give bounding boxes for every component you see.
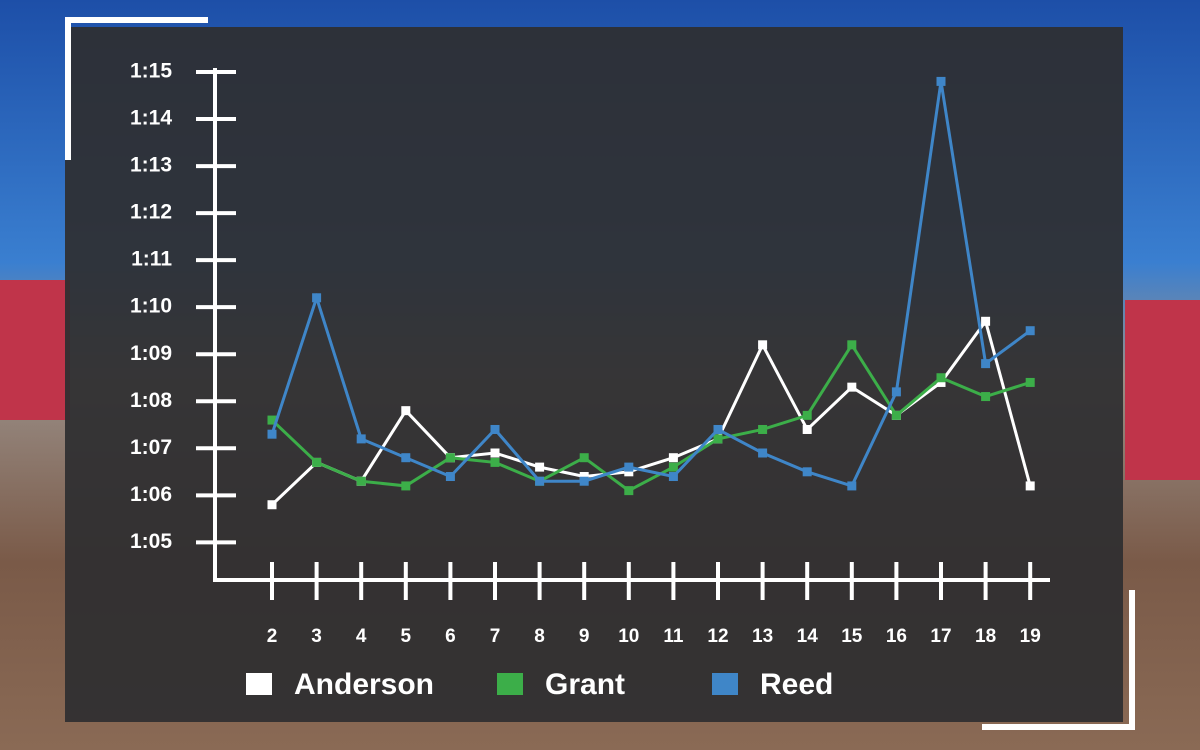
overlay: [65, 27, 1123, 722]
point: [981, 359, 991, 369]
x-tick-label: 7: [490, 626, 501, 647]
legend-label: Anderson: [294, 668, 434, 701]
x-tick-label: 16: [886, 626, 907, 647]
point: [802, 467, 812, 477]
corner-bracket: [982, 590, 1135, 730]
point: [713, 434, 723, 444]
y-tick-label: 1:07: [130, 436, 172, 459]
legend-swatch: [712, 673, 738, 695]
x-tick-label: 19: [1020, 626, 1041, 647]
point: [490, 424, 500, 434]
x-tick-label: 9: [579, 626, 590, 647]
point: [445, 453, 455, 463]
x-tick-label: 10: [618, 626, 639, 647]
point: [847, 481, 857, 491]
legend-swatch: [246, 673, 272, 695]
point: [758, 340, 768, 350]
corner-bracket: [65, 17, 208, 160]
x-tick-label: 5: [401, 626, 412, 647]
x-tick-label: 3: [311, 626, 322, 647]
point: [267, 415, 277, 425]
point: [579, 453, 589, 463]
x-tick-label: 6: [445, 626, 456, 647]
point: [356, 434, 366, 444]
point: [267, 500, 277, 510]
point: [401, 453, 411, 463]
point: [579, 476, 589, 486]
y-tick-label: 1:11: [131, 248, 172, 271]
point: [847, 382, 857, 392]
point: [668, 462, 678, 472]
point: [936, 377, 946, 387]
stand-left: [0, 280, 70, 420]
point: [891, 410, 901, 420]
point: [668, 472, 678, 482]
point: [535, 462, 545, 472]
point: [624, 462, 634, 472]
x-tick-label: 18: [975, 626, 996, 647]
point: [1025, 481, 1035, 491]
y-tick-label: 1:15: [130, 60, 172, 83]
point: [312, 457, 322, 467]
point: [1025, 377, 1035, 387]
x-tick-label: 8: [534, 626, 545, 647]
legend-swatch: [497, 673, 523, 695]
point: [936, 373, 946, 383]
point: [401, 481, 411, 491]
x-tick-label: 15: [841, 626, 863, 647]
x-tick-label: 11: [663, 626, 684, 647]
point: [758, 424, 768, 434]
point: [535, 476, 545, 486]
y-tick-label: 1:08: [130, 389, 172, 412]
point: [891, 387, 901, 397]
stand-right: [1125, 300, 1200, 480]
point: [758, 448, 768, 458]
point: [713, 424, 723, 434]
point: [981, 316, 991, 326]
y-tick-label: 1:13: [130, 154, 172, 177]
point: [847, 340, 857, 350]
point: [445, 472, 455, 482]
point: [312, 293, 322, 303]
point: [267, 429, 277, 439]
point: [1025, 326, 1035, 336]
point: [624, 486, 634, 496]
y-tick-label: 1:12: [130, 201, 172, 224]
series-line: [270, 342, 1031, 493]
x-tick-label: 12: [707, 626, 728, 647]
x-tick-label: 17: [930, 626, 951, 647]
y-tick-label: 1:14: [130, 107, 172, 130]
series-line: [270, 81, 1032, 488]
point: [490, 457, 500, 467]
point: [802, 424, 812, 434]
x-tick-label: 4: [356, 626, 367, 647]
point: [356, 476, 366, 486]
point: [981, 392, 991, 402]
point: [624, 467, 634, 477]
y-tick-label: 1:09: [130, 342, 172, 365]
point: [401, 406, 411, 416]
point: [936, 76, 946, 86]
point: [579, 472, 589, 482]
y-tick-label: 1:06: [130, 483, 172, 506]
point: [802, 410, 812, 420]
legend-label: Grant: [545, 668, 625, 701]
y-tick-label: 1:10: [130, 295, 172, 318]
x-tick-label: 13: [752, 626, 773, 647]
x-tick-label: 14: [797, 626, 819, 647]
x-tick-label: 2: [267, 626, 278, 647]
point: [668, 453, 678, 463]
y-tick-label: 1:05: [130, 530, 172, 553]
point: [490, 448, 500, 458]
legend-label: Reed: [760, 668, 833, 701]
